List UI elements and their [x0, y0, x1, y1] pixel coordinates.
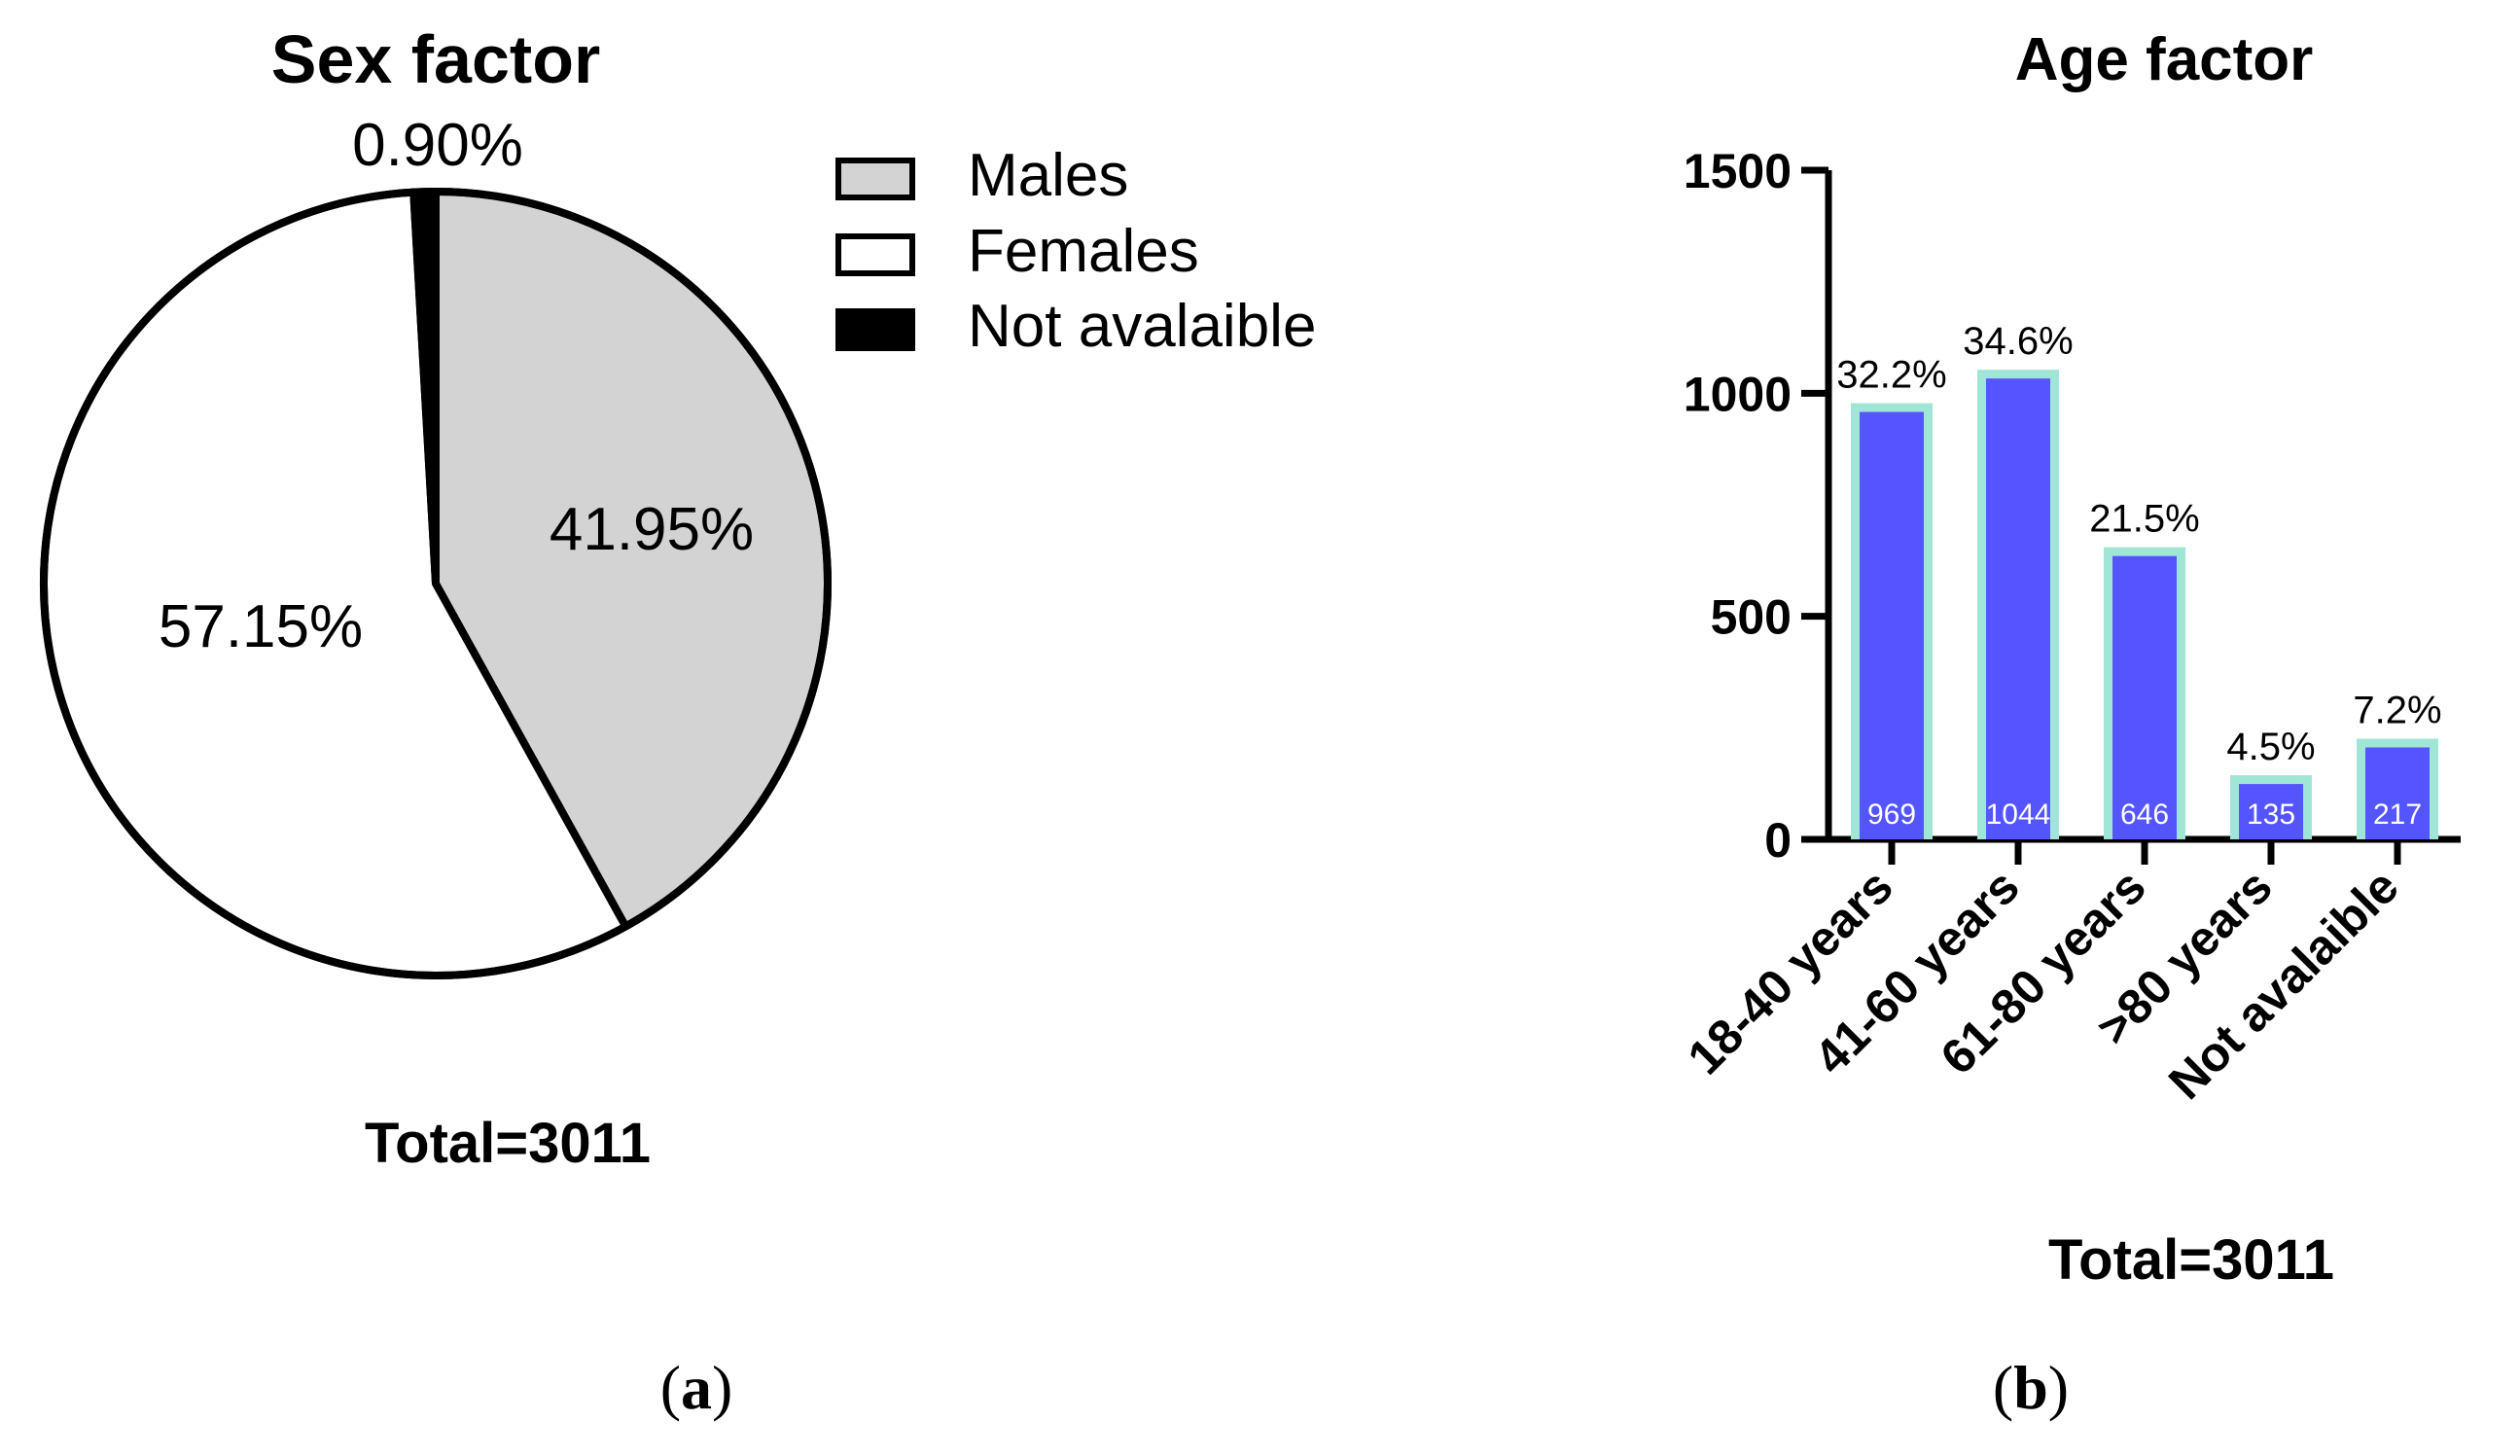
age-factor-panel: Age factor 0 500 1000 1500 969 32.2% 1044 34.6… — [1678, 26, 2461, 1422]
bar-percent-label-41-60-years: 34.6% — [1963, 320, 2073, 363]
bar-title: Age factor — [2015, 26, 2314, 93]
legend-label-not-avalaible: Not avalaible — [968, 293, 1316, 360]
bar-count-label-80-years: 135 — [2247, 799, 2295, 831]
legend-label-males: Males — [968, 142, 1128, 209]
pie-total-label: Total=3011 — [365, 1112, 651, 1175]
pie-slices — [40, 187, 832, 979]
bar-41-60-years — [1986, 378, 2050, 839]
bar-count-label-61-80-years: 646 — [2120, 799, 2169, 831]
legend-label-females: Females — [968, 218, 1199, 285]
sex-factor-panel: Sex factor 41.95% 57.15% 0.90% Males Female… — [40, 21, 1316, 1422]
panel-a-caption: (a) — [660, 1353, 733, 1422]
pie-outline — [40, 188, 832, 979]
y-tick-label-1500: 1500 — [1684, 144, 1792, 198]
legend-swatch-males — [835, 158, 915, 200]
y-tick-label-1000: 1000 — [1684, 367, 1792, 421]
panel-a-caption-letter: a — [681, 1353, 712, 1422]
bar-percent-label-80-years: 4.5% — [2226, 726, 2315, 768]
x-tick-label-not-avalaible: Not avalaible — [2158, 859, 2409, 1110]
legend-swatch-not-avalaible — [835, 308, 915, 351]
legend-swatch-females — [835, 233, 915, 276]
bar-80-years — [2239, 784, 2303, 839]
y-tick-label-500: 500 — [1711, 590, 1792, 645]
pie-value-label-not-avalaible: 0.90% — [352, 112, 523, 179]
panel-b-caption-letter: b — [2013, 1353, 2048, 1422]
bar-marks — [1851, 370, 2438, 839]
bar-count-label-18-40-years: 969 — [1867, 799, 1916, 831]
bar-18-40-years — [1860, 411, 1924, 839]
panel-b-caption: (b) — [1993, 1353, 2069, 1422]
bar-count-label-not-avalaible: 217 — [2373, 799, 2422, 831]
bar-61-80-years — [2112, 555, 2177, 839]
bar-total-label: Total=3011 — [2048, 1228, 2334, 1292]
pie-legend: Males Females Not avalaible — [835, 142, 1316, 360]
bar-labels: 969 32.2% 1044 34.6% 646 21.5% 135 4.5% 217 7.2% — [1836, 320, 2441, 831]
pie-value-label-males: 41.95% — [550, 496, 754, 563]
bar-percent-label-61-80-years: 21.5% — [2089, 498, 2199, 541]
y-tick-label-0: 0 — [1764, 813, 1792, 868]
bar-percent-label-not-avalaible: 7.2% — [2353, 689, 2441, 731]
bar-count-label-41-60-years: 1044 — [1986, 799, 2051, 831]
bar-axes: 0 500 1000 1500 — [1684, 144, 2461, 868]
bar-not-avalaible — [2365, 747, 2430, 839]
pie-value-labels: 41.95% 57.15% 0.90% — [159, 112, 754, 660]
pie-title: Sex factor — [271, 21, 600, 97]
pie-value-label-females: 57.15% — [159, 593, 363, 660]
bar-percent-label-18-40-years: 32.2% — [1836, 354, 1946, 397]
